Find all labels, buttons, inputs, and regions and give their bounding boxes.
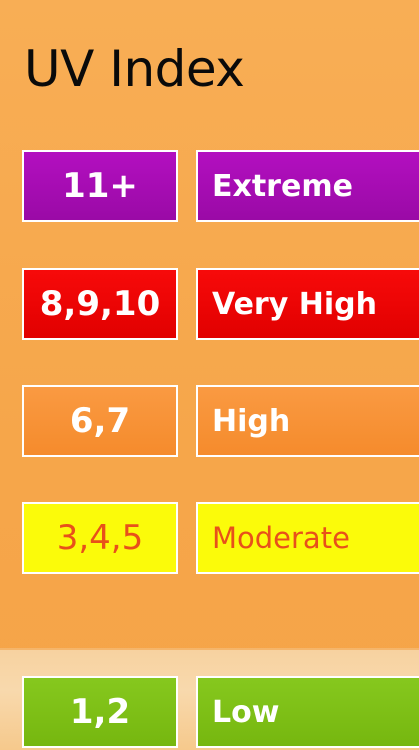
divider [0, 648, 419, 650]
uv-level-label: Low [196, 676, 419, 748]
uv-index-value: 3,4,5 [22, 502, 178, 574]
uv-index-value: 8,9,10 [22, 268, 178, 340]
uv-level-label: High [196, 385, 419, 457]
uv-index-value: 6,7 [22, 385, 178, 457]
uv-index-value: 11+ [22, 150, 178, 222]
uv-level-label: Very High [196, 268, 419, 340]
uv-index-value: 1,2 [22, 676, 178, 748]
uv-level-label: Extreme [196, 150, 419, 222]
page-title: UV Index [24, 40, 245, 98]
uv-level-label: Moderate [196, 502, 419, 574]
